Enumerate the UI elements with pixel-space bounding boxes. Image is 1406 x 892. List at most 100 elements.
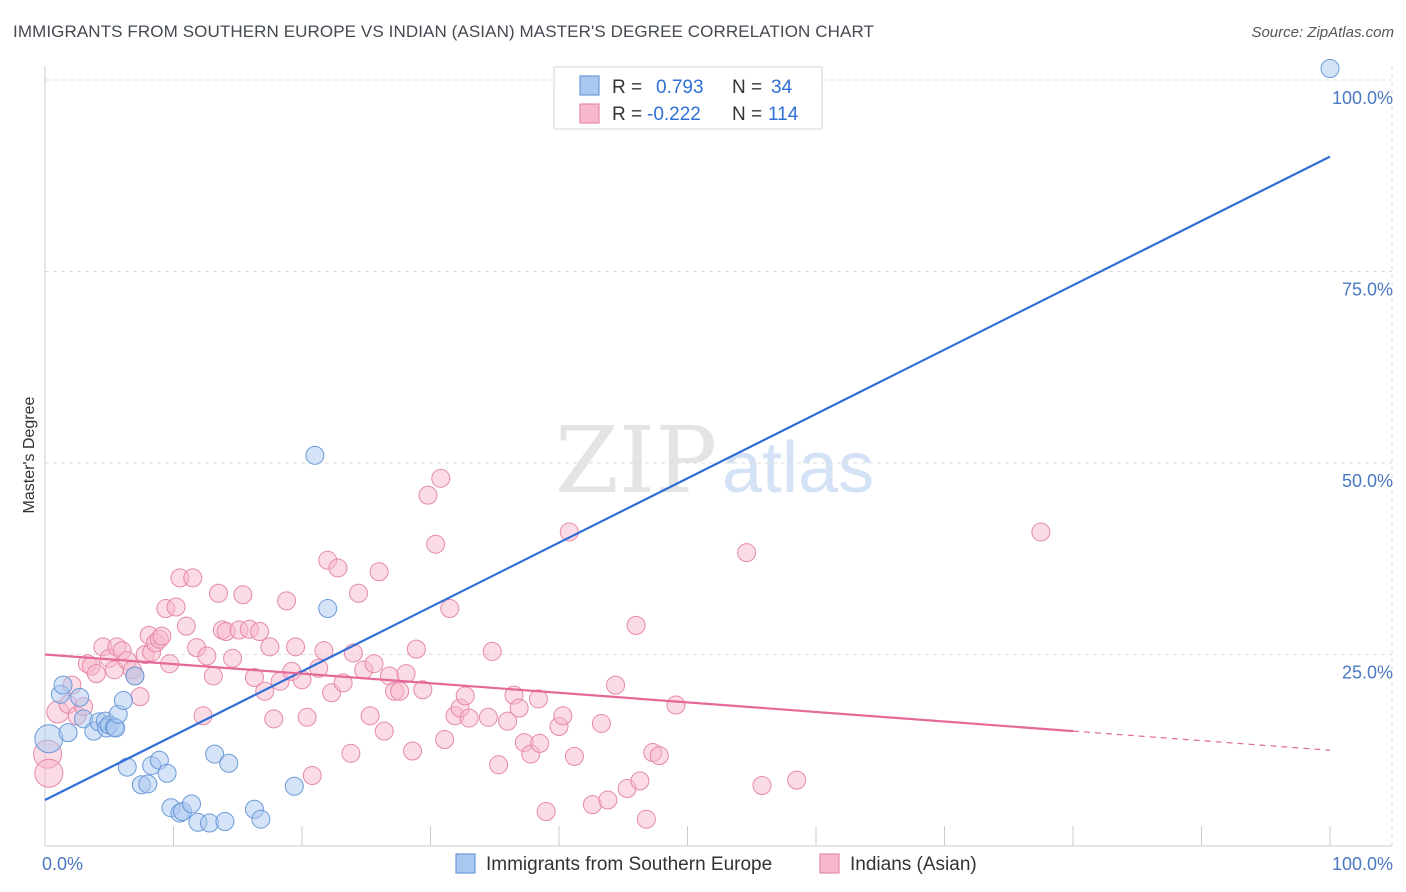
indians-asian-point-60 [341,743,361,763]
indians-asian-point-106 [636,809,656,829]
indians-asian-point-18 [130,687,150,707]
trend-line-1-extension [1072,730,1331,751]
correlation-legend: R = 0.793 N = 34 R = -0.222 N = 114 [553,66,823,130]
southern-europe-point-33 [284,776,304,796]
axes [44,66,1392,847]
legend-r-label-2: R = [612,104,642,125]
y-tick-label-50: 50.0% [1342,471,1393,491]
indians-asian-point-98 [564,746,584,766]
indians-asian-point-62 [349,583,369,603]
indians-asian-point-46 [264,709,284,729]
indians-asian-point-42 [244,667,264,687]
trend-line-0 [44,155,1331,802]
southern-europe-point-35 [318,599,338,619]
indians-asian-point-100 [591,713,611,733]
indians-asian-point-33 [197,646,217,666]
y-tick-label-25: 25.0% [1342,663,1393,683]
southern-europe-point-3 [58,723,78,743]
indians-asian-point-65 [364,654,384,674]
legend-n-label-1: N = [732,77,762,98]
indians-asian-point-79 [440,599,460,619]
indians-asian-point-9 [86,664,106,684]
indians-asian-point-48 [277,591,297,611]
indians-asian-point-94 [536,802,556,822]
watermark: ZIP atlas [555,407,874,514]
legend-n-value-2: 114 [768,104,799,125]
indians-asian-point-35 [208,583,228,603]
indians-asian-point-96 [553,706,573,726]
indians-asian-point-102 [606,675,626,695]
indians-asian-point-85 [482,641,502,661]
chart-title: IMMIGRANTS FROM SOUTHERN EUROPE VS INDIA… [13,22,874,41]
southern-europe-point-21 [157,763,177,783]
series-indians-asian-points [33,468,1051,829]
indians-asian-point-71 [396,664,416,684]
series-legend: Immigrants from Southern Europe Indians … [455,853,977,875]
watermark-zip: ZIP [555,407,717,514]
x-tick-labels: 0.0% 100.0% [42,854,1393,874]
indians-asian-point-44 [255,681,275,701]
indians-asian-point-24 [152,626,172,646]
indians-asian-point-75 [418,485,438,505]
grid-lines [45,66,1393,846]
southern-europe-point-16 [125,666,145,686]
indians-asian-point-82 [455,686,475,706]
southern-europe-point-29 [215,811,235,831]
indians-asian-point-1 [34,758,64,788]
y-tick-label-100: 100.0% [1332,88,1393,108]
indians-asian-point-30 [183,568,203,588]
indians-asian-point-70 [390,681,410,701]
indians-asian-point-76 [426,534,446,554]
southern-europe-point-0 [34,724,64,754]
indians-asian-point-87 [498,711,518,731]
indians-asian-point-38 [223,648,243,668]
legend-r-value-1: 0.793 [656,77,704,98]
series-legend-swatch-indians-asian [819,853,840,874]
indians-asian-point-53 [302,766,322,786]
source-label: Source: ZipAtlas.com [1251,24,1394,41]
indians-asian-point-72 [403,741,423,761]
trend-lines [44,155,1331,802]
x-tick-label-100: 100.0% [1332,854,1393,874]
watermark-atlas: atlas [722,428,874,508]
series-legend-swatch-southern-europe [455,853,476,874]
series-legend-label-southern-europe: Immigrants from Southern Europe [486,854,772,875]
indians-asian-point-104 [626,615,646,635]
indians-asian-point-74 [413,680,433,700]
indians-asian-point-78 [435,730,455,750]
indians-asian-point-86 [489,755,509,775]
legend-n-label-2: N = [732,104,762,125]
indians-asian-point-112 [787,770,807,790]
indians-asian-point-34 [203,666,223,686]
indians-asian-point-45 [260,637,280,657]
indians-asian-point-113 [1031,522,1051,542]
y-tick-labels: 25.0% 50.0% 75.0% 100.0% [1332,88,1393,683]
indians-asian-point-111 [752,775,772,795]
indians-asian-point-73 [406,639,426,659]
indians-asian-point-105 [630,771,650,791]
indians-asian-point-27 [166,597,186,617]
southern-europe-point-18 [138,774,158,794]
indians-asian-point-43 [250,622,270,642]
legend-r-value-2: -0.222 [647,104,701,125]
indians-asian-point-40 [233,585,253,605]
legend-swatch-blue [579,75,600,96]
series-legend-label-indians-asian: Indians (Asian) [850,854,977,875]
southern-europe-point-32 [251,809,271,829]
indians-asian-point-89 [509,698,529,718]
indians-asian-point-64 [360,706,380,726]
southern-europe-point-25 [181,794,201,814]
indians-asian-point-92 [528,689,548,709]
indians-asian-point-67 [374,721,394,741]
indians-asian-point-83 [459,708,479,728]
indians-asian-point-84 [478,707,498,727]
indians-asian-point-77 [431,468,451,488]
indians-asian-point-93 [530,733,550,753]
indians-asian-point-108 [649,746,669,766]
y-axis-label: Master's Degree [21,396,38,513]
southern-europe-point-34 [305,445,325,465]
southern-europe-point-30 [219,753,239,773]
trend-line-1 [44,653,1074,733]
indians-asian-point-58 [328,558,348,578]
